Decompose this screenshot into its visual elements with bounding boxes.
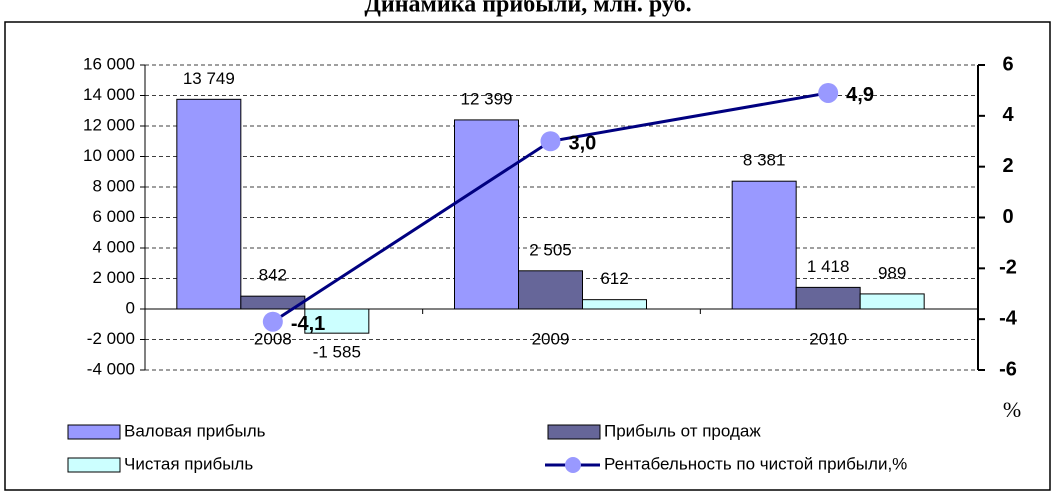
y2-axis-label: % [1003, 397, 1021, 422]
bar [731, 180, 797, 310]
legend-marker [565, 457, 581, 473]
y2-tick-label: -2 [999, 257, 1017, 279]
bar [454, 119, 519, 310]
y2-tick-label: -4 [999, 307, 1018, 329]
legend-swatch [67, 424, 121, 440]
y-tick-label: -2 000 [87, 329, 135, 348]
legend-label: Чистая прибыль [124, 454, 253, 473]
y2-tick-label: 0 [1002, 206, 1013, 228]
y2-tick-label: 2 [1002, 155, 1013, 177]
y-tick-label: 16 000 [83, 54, 135, 73]
y2-tick-label: -6 [999, 358, 1017, 380]
y-tick-label: 2 000 [92, 268, 135, 287]
legend-label: Прибыль от продаж [604, 421, 761, 440]
legend-label: Рентабельность по чистой прибыли,% [604, 454, 907, 473]
line-value-label: -4,1 [291, 313, 325, 335]
bar-value-label: 1 418 [807, 257, 850, 276]
y2-tick-label: 6 [1002, 53, 1013, 75]
chart-title: Динамика прибыли, млн. руб. [364, 0, 691, 18]
y-tick-label: 8 000 [92, 176, 135, 195]
x-tick-label: 2010 [809, 329, 847, 348]
y-tick-label: 10 000 [83, 146, 135, 165]
y-tick-label: 0 [126, 298, 135, 317]
y-tick-label: -4 000 [87, 359, 135, 378]
line-value-label: 3,0 [569, 133, 597, 155]
bar [304, 308, 370, 334]
x-tick-label: 2009 [532, 329, 570, 348]
x-tick-label: 2008 [254, 329, 292, 348]
bar-value-label: 989 [878, 263, 906, 282]
bar-value-label: 12 399 [461, 89, 513, 108]
bar [795, 286, 861, 310]
y-tick-label: 4 000 [92, 237, 135, 256]
bar [859, 293, 925, 310]
y-tick-label: 14 000 [83, 85, 135, 104]
line-marker [540, 131, 561, 152]
bar [176, 98, 242, 310]
bar-value-label: 2 505 [529, 240, 572, 259]
legend-label: Валовая прибыль [124, 421, 266, 440]
bar-value-label: -1 585 [313, 343, 361, 362]
line-marker [262, 311, 283, 332]
y-tick-label: 12 000 [83, 115, 135, 134]
bar-value-label: 13 749 [183, 69, 235, 88]
y-tick-label: 6 000 [92, 207, 135, 226]
legend-swatch [67, 457, 121, 473]
line-value-label: 4,9 [846, 84, 874, 106]
y2-tick-label: 4 [1002, 104, 1014, 126]
bar-value-label: 8 381 [743, 151, 786, 170]
bar [582, 299, 647, 310]
line-marker [818, 82, 839, 103]
bar-value-label: 842 [259, 266, 287, 285]
bar-value-label: 612 [600, 269, 628, 288]
bar [518, 270, 583, 310]
chart-frame [4, 21, 1051, 491]
legend-swatch [547, 424, 601, 440]
